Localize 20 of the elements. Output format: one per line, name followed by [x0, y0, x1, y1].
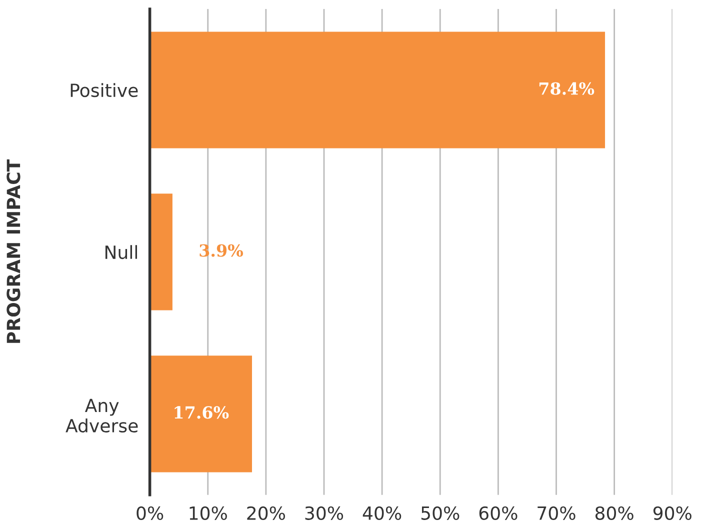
data-label: 17.6%	[174, 406, 229, 419]
x-tick-label: 10%	[190, 506, 227, 520]
data-label: 3.9%	[200, 244, 244, 257]
x-tick-label: 50%	[421, 506, 460, 520]
x-tick-label: 70%	[538, 506, 576, 520]
x-tick-label: 20%	[247, 506, 286, 520]
data-label: 78.4%	[539, 82, 594, 95]
y-axis-title: PROGRAM IMPACT	[6, 159, 20, 343]
y-tick-label: Null	[105, 245, 138, 260]
x-tick-label: 60%	[479, 506, 518, 520]
y-tick-label: Positive	[70, 83, 138, 98]
bar	[150, 356, 252, 472]
x-tick-label: 40%	[362, 506, 402, 520]
x-tick-label: 80%	[595, 506, 634, 520]
x-tick-label: 30%	[305, 506, 344, 520]
bar	[150, 32, 606, 148]
y-tick-label: Any Adverse	[66, 398, 138, 433]
x-tick-label: 0%	[136, 506, 164, 520]
bar	[150, 194, 172, 310]
x-tick-label: 90%	[653, 506, 692, 520]
